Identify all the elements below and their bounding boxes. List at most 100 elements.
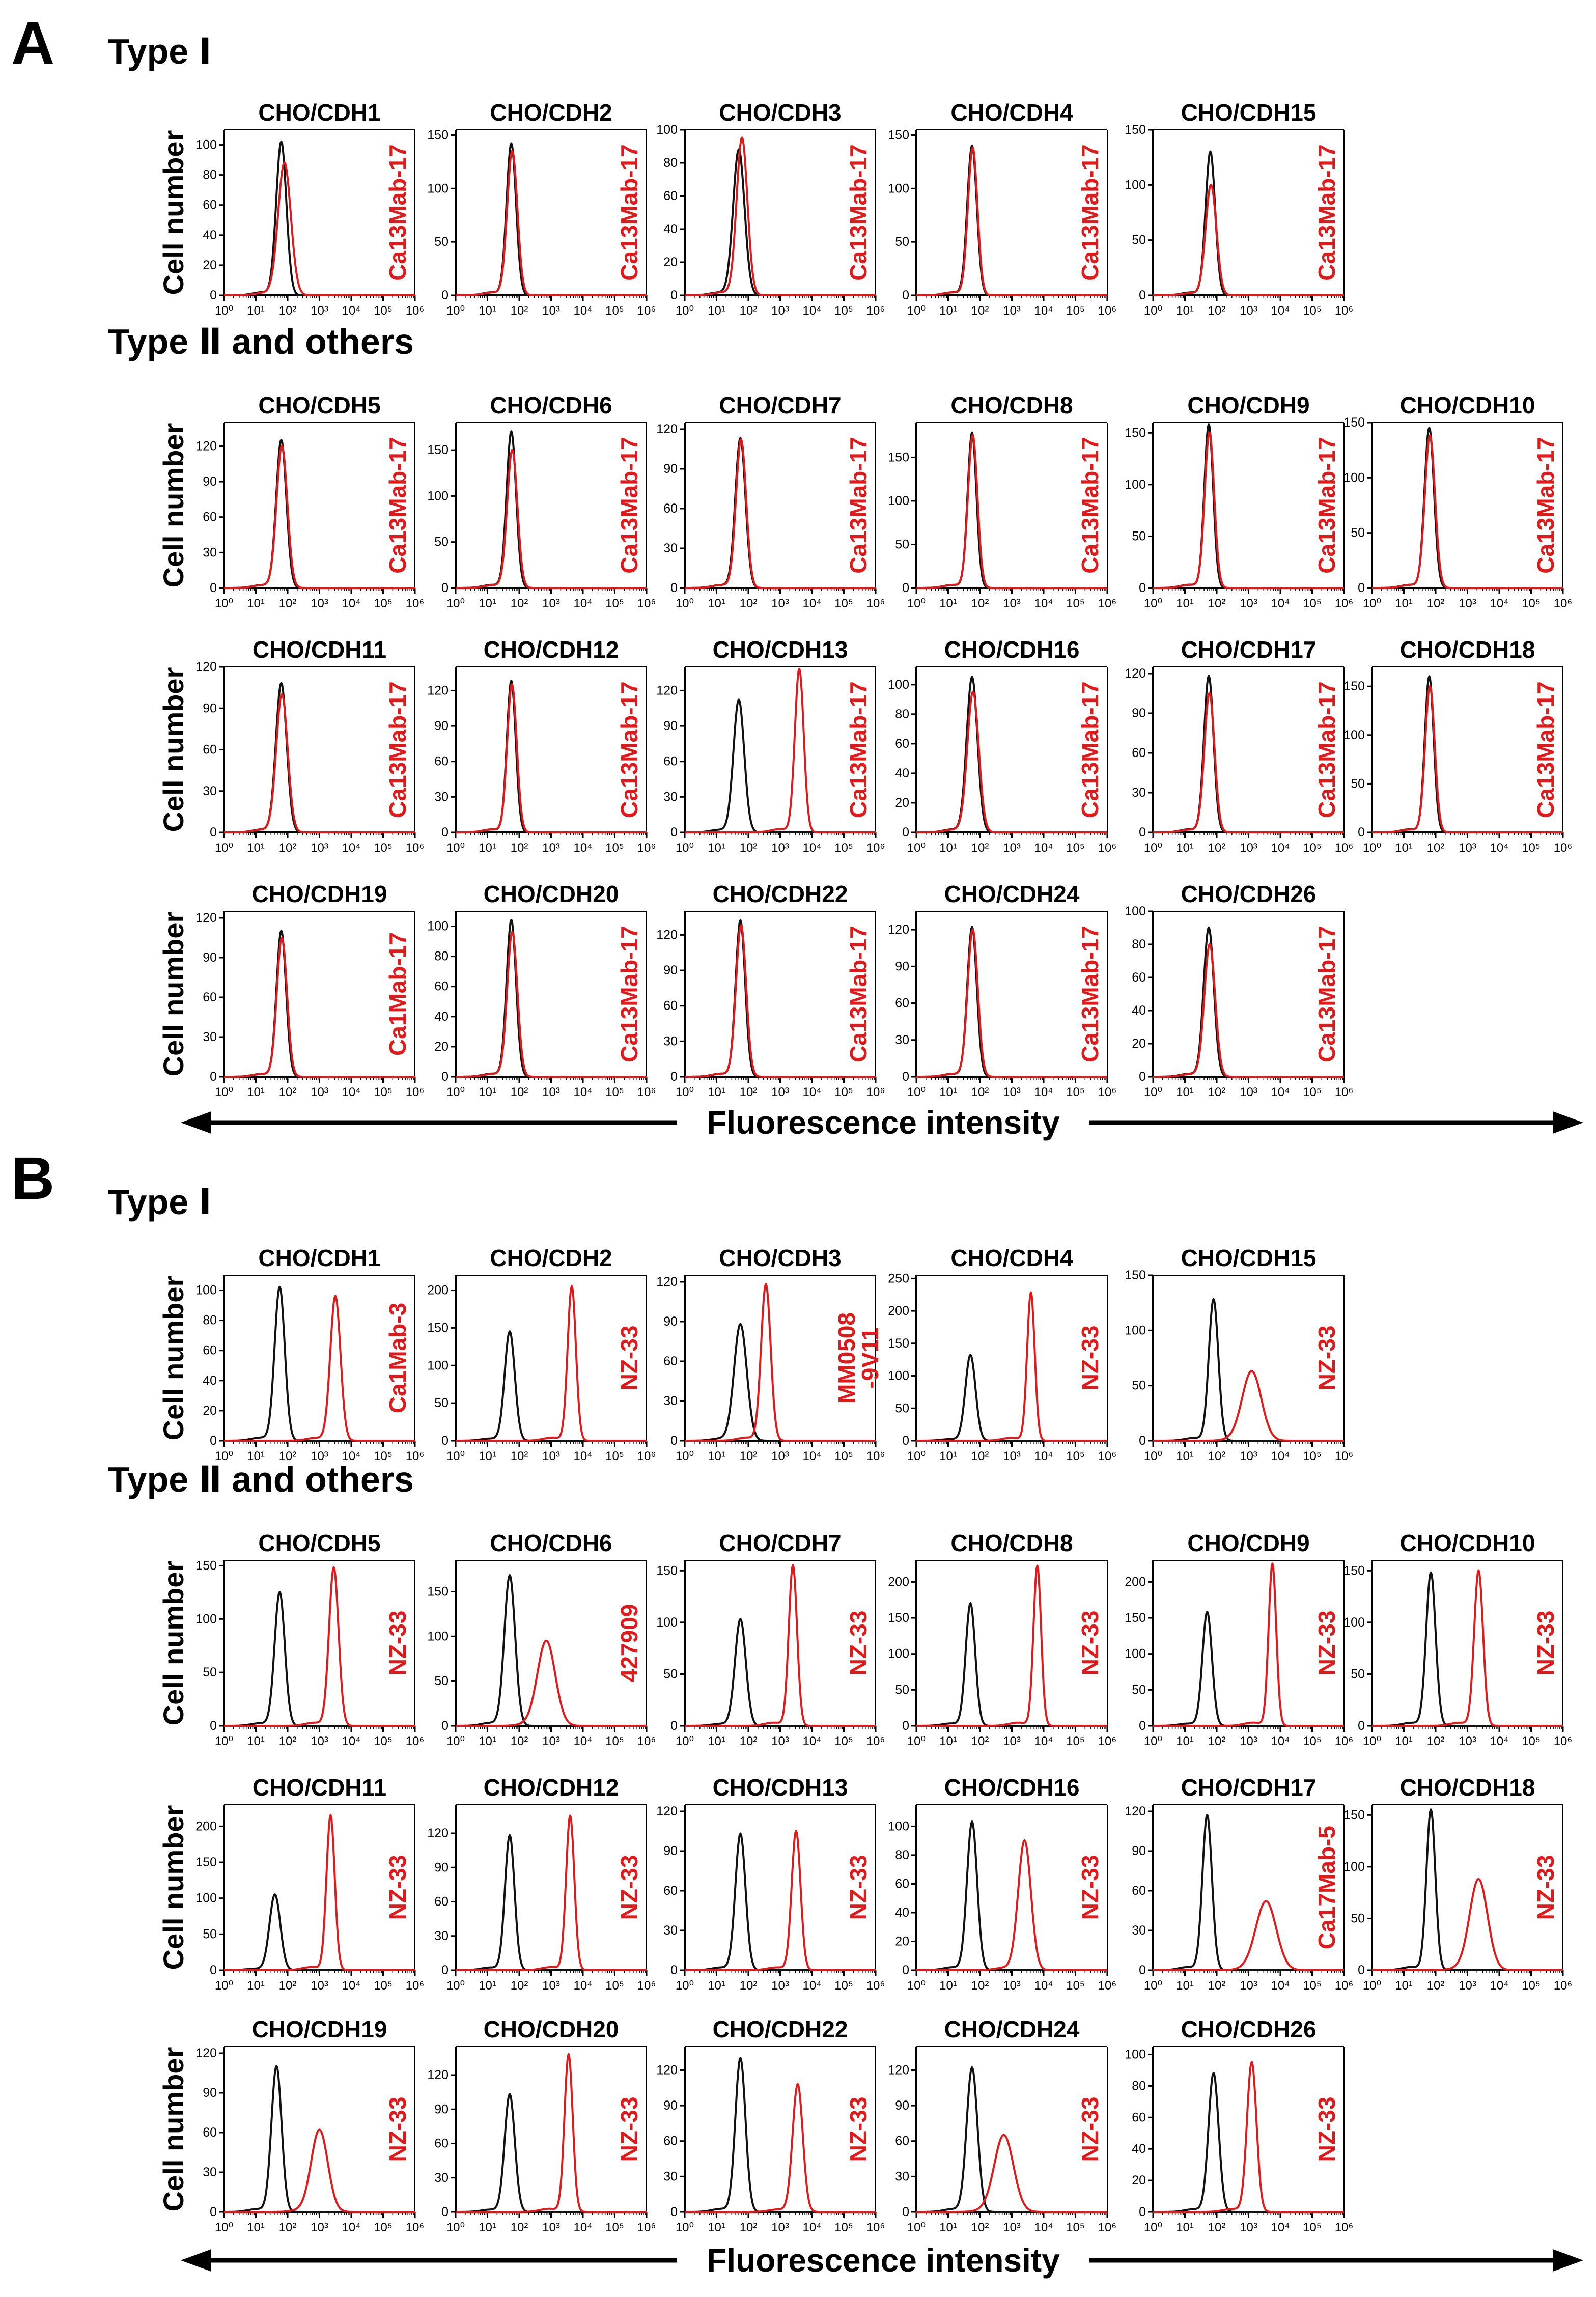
- x-tick-label: 10²: [279, 1734, 297, 1748]
- x-tick-label: 10⁰: [676, 841, 694, 855]
- y-tick-label: 0: [441, 2205, 449, 2219]
- y-tick-label: 30: [1132, 1923, 1146, 1938]
- y-tick-label: 60: [663, 189, 678, 203]
- histogram-plot: CHO/CDH7 0 30 60 90 120 10⁰ 10¹ 10² 10³ 10⁴ 10⁵ 10⁶ C…: [656, 392, 885, 610]
- antibody-histogram: [684, 1564, 876, 1727]
- x-tick-label: 10³: [542, 597, 560, 610]
- section-title: Type Ⅰ: [108, 1182, 212, 1222]
- y-tick-label: 50: [1351, 776, 1365, 791]
- y-tick-label: 80: [1132, 2079, 1146, 2093]
- x-tick-label: 10⁰: [676, 2221, 694, 2234]
- x-tick-label: 10⁴: [1271, 2221, 1290, 2234]
- y-tick-label: 120: [195, 911, 217, 925]
- histogram-plot: CHO/CDH9 0 50 100 150 10⁰ 10¹ 10² 10³ 10⁴ 10⁵ 10⁶ Ca…: [1125, 392, 1353, 610]
- histogram-plot: CHO/CDH26 0 20 40 60 80 100 10⁰ 10¹ 10² 10³ 10⁴ 10⁵ 1…: [1125, 2016, 1353, 2234]
- y-tick-label: 0: [670, 1434, 678, 1448]
- plot-title: CHO/CDH11: [253, 1774, 386, 1801]
- histogram-plot: CHO/CDH4 0 50 100 150 10⁰ 10¹ 10² 10³ 10⁴ 10⁵ 10⁶ Ca…: [888, 99, 1116, 318]
- y-tick-label: 50: [1351, 1667, 1365, 1681]
- x-tick-label: 10¹: [1395, 1979, 1413, 1993]
- y-tick-label: 100: [888, 1369, 909, 1383]
- y-tick-label: 30: [895, 2169, 909, 2183]
- x-tick-label: 10²: [511, 2221, 528, 2234]
- x-tick-label: 10¹: [708, 2221, 725, 2234]
- y-tick-label: 150: [1343, 1563, 1365, 1578]
- y-tick-label: 60: [203, 743, 217, 757]
- y-tick-label: 100: [1125, 904, 1146, 918]
- x-tick-label: 10⁵: [834, 1734, 853, 1748]
- y-tick-label: 60: [895, 996, 909, 1011]
- x-tick-label: 10³: [1459, 1979, 1476, 1993]
- x-tick-label: 10¹: [1176, 304, 1194, 318]
- antibody-label: NZ-33: [1313, 1611, 1340, 1676]
- x-tick-label: 10²: [1427, 597, 1445, 610]
- x-tick-label: 10¹: [247, 2221, 265, 2234]
- antibody-histogram: [1153, 943, 1345, 1078]
- plot-title: CHO/CDH4: [950, 1245, 1073, 1271]
- antibody-label: NZ-33: [616, 1855, 642, 1920]
- plot-title: CHO/CDH16: [944, 636, 1080, 663]
- x-tick-label: 10²: [740, 1734, 758, 1748]
- y-tick-label: 90: [663, 719, 678, 733]
- arrow-right-head: [1553, 1111, 1583, 1134]
- y-tick-label: 100: [1125, 178, 1146, 192]
- x-tick-label: 10⁵: [1303, 1085, 1322, 1099]
- x-tick-label: 10⁴: [1271, 1979, 1290, 1993]
- x-tick-label: 10⁵: [605, 304, 624, 318]
- x-tick-label: 10⁶: [1335, 2221, 1354, 2234]
- antibody-histogram: [455, 931, 647, 1078]
- x-tick-label: 10⁶: [1098, 304, 1117, 318]
- y-tick-label: 150: [195, 1855, 217, 1869]
- y-tick-label: 40: [203, 1374, 217, 1388]
- section-title: Type Ⅱ and others: [108, 1460, 414, 1499]
- histogram-plot: CHO/CDH16 0 20 40 60 80 100 10⁰ 10¹ 10² 10³ 10⁴ 10⁵ 1…: [888, 636, 1116, 855]
- arrow-right-head: [1553, 2249, 1583, 2272]
- arrow-left-head: [181, 1111, 211, 1134]
- y-tick-label: 0: [902, 825, 909, 839]
- y-axis-label: Cell number: [157, 1276, 189, 1441]
- plot-title: CHO/CDH26: [1181, 2016, 1317, 2042]
- y-tick-label: 100: [888, 678, 909, 692]
- y-tick-label: 0: [902, 288, 909, 302]
- y-tick-label: 60: [203, 198, 217, 212]
- y-tick-label: 0: [210, 1434, 217, 1448]
- y-tick-label: 0: [902, 581, 909, 595]
- antibody-label: NZ-33: [384, 1611, 411, 1676]
- antibody-label: Ca13Mab-17: [1077, 926, 1103, 1062]
- y-tick-label: 0: [1139, 288, 1146, 302]
- x-tick-label: 10¹: [939, 841, 957, 855]
- x-tick-label: 10⁰: [676, 1979, 694, 1993]
- y-tick-label: 150: [427, 443, 449, 457]
- x-tick-label: 10⁰: [1144, 1449, 1162, 1463]
- antibody-label: NZ-33: [845, 2097, 872, 2162]
- histogram-plot: CHO/CDH12 0 30 60 90 120 10⁰ 10¹ 10² 10³ 10⁴ 10⁵ 10⁶…: [427, 1774, 656, 1993]
- x-tick-label: 10⁵: [1522, 1979, 1541, 1993]
- x-tick-label: 10²: [511, 1085, 528, 1099]
- x-tick-label: 10²: [511, 304, 528, 318]
- x-tick-label: 10¹: [247, 1085, 265, 1099]
- histogram-plot: CHO/CDH10 0 50 100 150 10⁰ 10¹ 10² 10³ 10⁴ 10⁵ 10⁶ N…: [1343, 1530, 1572, 1748]
- x-tick-label: 10⁶: [637, 841, 656, 855]
- x-tick-label: 10³: [311, 1734, 328, 1748]
- y-tick-label: 90: [434, 719, 449, 733]
- x-tick-label: 10⁵: [605, 597, 624, 610]
- antibody-label: Ca13Mab-17: [1313, 681, 1340, 818]
- y-tick-label: 150: [1125, 1268, 1146, 1282]
- antibody-label: Ca13Mab-17: [616, 437, 642, 573]
- histogram-plot: CHO/CDH7 0 50 100 150 10⁰ 10¹ 10² 10³ 10⁴ 10⁵ 10⁶ NZ…: [656, 1530, 885, 1748]
- x-tick-label: 10²: [1427, 1734, 1445, 1748]
- x-tick-label: 10⁶: [637, 1979, 656, 1993]
- x-tick-label: 10⁴: [573, 597, 592, 610]
- y-tick-label: 60: [203, 2125, 217, 2140]
- plot-title: CHO/CDH4: [950, 99, 1073, 126]
- histogram-plot: CHO/CDH2 0 50 100 150 10⁰ 10¹ 10² 10³ 10⁴ 10⁵ 10⁶ Ca…: [427, 99, 656, 318]
- x-tick-label: 10⁵: [1066, 597, 1085, 610]
- x-tick-label: 10⁴: [802, 1085, 821, 1099]
- x-tick-label: 10³: [1240, 1734, 1257, 1748]
- y-tick-label: 150: [427, 1321, 449, 1335]
- x-tick-label: 10¹: [708, 1734, 725, 1748]
- histogram-plot: CHO/CDH8 0 50 100 150 200 10⁰ 10¹ 10² 10³ 10⁴ 10⁵ 10…: [888, 1530, 1116, 1748]
- x-tick-label: 10²: [511, 1734, 528, 1748]
- plot-title: CHO/CDH8: [950, 392, 1073, 418]
- x-tick-label: 10⁵: [1303, 1449, 1322, 1463]
